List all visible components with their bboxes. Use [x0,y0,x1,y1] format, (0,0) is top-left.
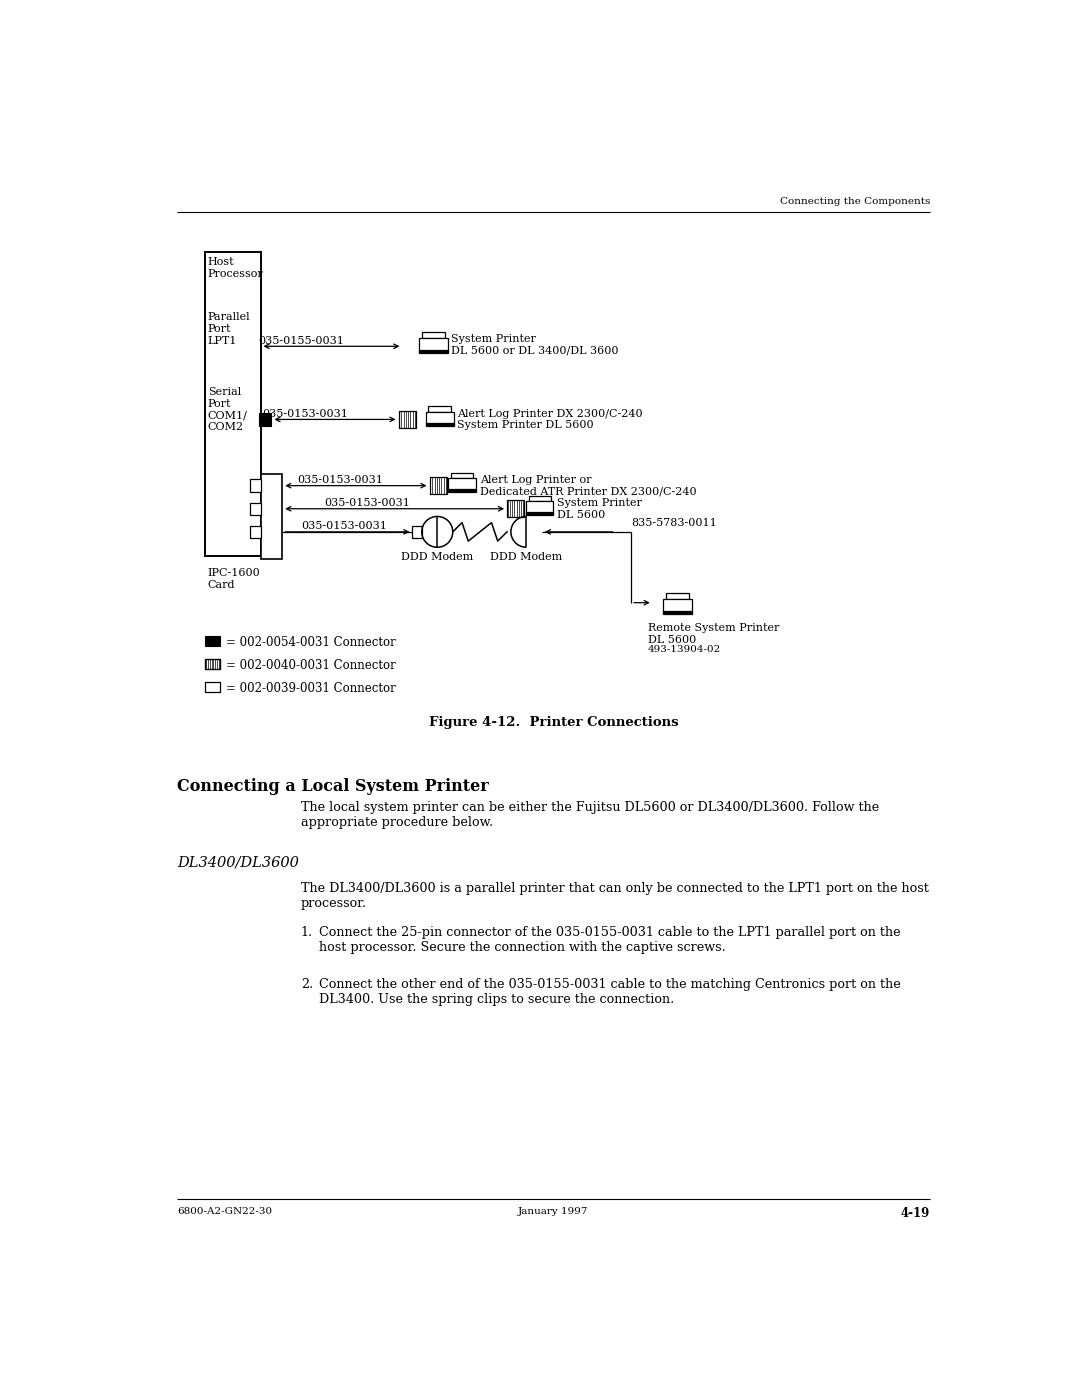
Bar [419,351,448,353]
Text: Connect the other end of the 035-0155-0031 cable to the matching Centronics port: Connect the other end of the 035-0155-00… [320,978,901,1006]
Bar [260,474,282,559]
Text: = 002-0039-0031 Connector: = 002-0039-0031 Connector [227,682,396,694]
Bar [205,253,260,556]
Text: Connect the 25-pin connector of the 035-0155-0031 cable to the LPT1 parallel por: Connect the 25-pin connector of the 035-… [320,926,901,954]
Bar [663,598,692,612]
Text: 035-0153-0031: 035-0153-0031 [262,409,349,419]
Text: IPC-1600
Card: IPC-1600 Card [207,569,260,590]
Text: Connecting a Local System Printer: Connecting a Local System Printer [177,778,488,795]
Text: 1.: 1. [301,926,313,939]
Bar [259,412,271,426]
Bar [205,682,220,692]
Text: = 002-0054-0031 Connector: = 002-0054-0031 Connector [227,636,396,648]
Text: 035-0153-0031: 035-0153-0031 [297,475,383,485]
Text: 035-0155-0031: 035-0155-0031 [259,335,345,345]
Text: Host
Processor: Host Processor [207,257,264,278]
Bar [413,525,422,538]
Bar [421,332,445,338]
Bar [430,478,446,495]
Bar [205,659,220,669]
Text: Alert Log Printer or
Dedicated ATR Printer DX 2300/C-240: Alert Log Printer or Dedicated ATR Print… [480,475,697,496]
Text: Alert Log Printer DX 2300/C-240
System Printer DL 5600: Alert Log Printer DX 2300/C-240 System P… [458,409,643,430]
Bar [507,500,524,517]
Bar [426,423,454,426]
Text: System Printer
DL 5600: System Printer DL 5600 [557,497,643,520]
Bar [426,412,454,425]
Text: Figure 4-12.  Printer Connections: Figure 4-12. Printer Connections [429,715,678,729]
Text: The DL3400/DL3600 is a parallel printer that can only be connected to the LPT1 p: The DL3400/DL3600 is a parallel printer … [301,882,929,911]
Bar [429,407,450,412]
Text: Connecting the Components: Connecting the Components [780,197,930,205]
Bar [526,513,553,515]
Bar [526,502,553,514]
Text: 493-13904-02: 493-13904-02 [648,645,721,654]
Text: 035-0153-0031: 035-0153-0031 [301,521,388,531]
Bar [451,472,473,478]
Bar [205,636,220,645]
Text: Serial
Port
COM1/
COM2: Serial Port COM1/ COM2 [207,387,247,432]
Bar [399,411,416,427]
Bar [663,610,692,613]
Text: System Printer
DL 5600 or DL 3400/DL 3600: System Printer DL 5600 or DL 3400/DL 360… [451,334,619,356]
Bar [251,479,260,492]
Text: 4-19: 4-19 [901,1207,930,1220]
Bar [251,525,260,538]
Text: The local system printer can be either the Fujitsu DL5600 or DL3400/DL3600. Foll: The local system printer can be either t… [301,802,879,830]
Text: 2.: 2. [301,978,313,990]
Bar [448,478,476,492]
Bar [251,503,260,515]
Text: 6800-A2-GN22-30: 6800-A2-GN22-30 [177,1207,272,1217]
Bar [419,338,448,352]
Bar [528,496,551,502]
Bar [665,592,689,598]
Text: January 1997: January 1997 [518,1207,589,1217]
Text: Parallel
Port
LPT1: Parallel Port LPT1 [207,313,251,345]
Bar [448,489,476,492]
Text: DL3400/DL3600: DL3400/DL3600 [177,855,299,869]
Text: DDD Modem: DDD Modem [401,552,473,562]
Text: 035-0153-0031: 035-0153-0031 [325,497,410,509]
Text: 835-5783-0011: 835-5783-0011 [631,518,717,528]
Text: Remote System Printer
DL 5600: Remote System Printer DL 5600 [648,623,780,645]
Text: DDD Modem: DDD Modem [490,552,563,562]
Text: = 002-0040-0031 Connector: = 002-0040-0031 Connector [227,659,396,672]
